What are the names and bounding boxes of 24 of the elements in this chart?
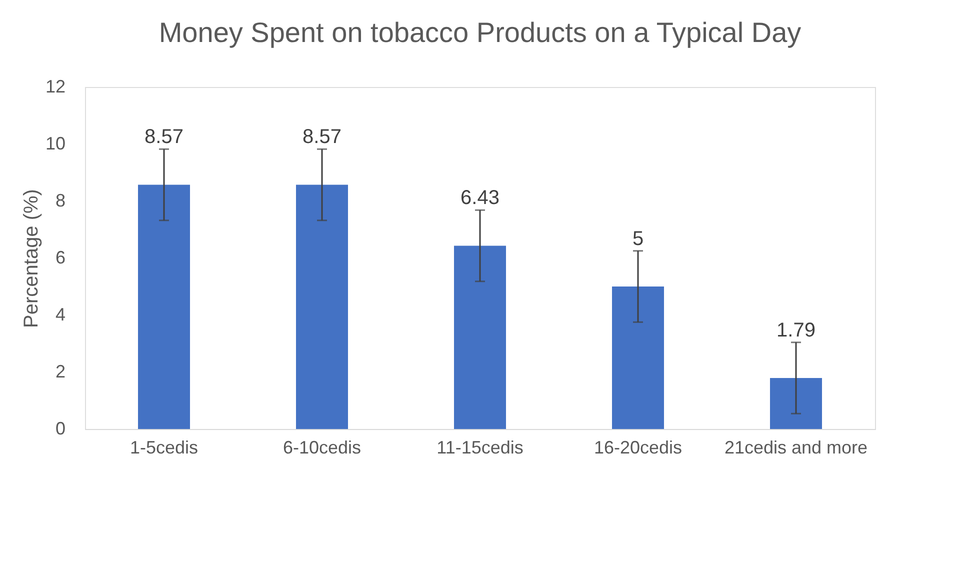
bar: [454, 246, 506, 429]
bar: [296, 184, 348, 429]
y-tick-label: 8: [55, 190, 66, 210]
x-tick-label: 1-5cedis: [130, 438, 198, 458]
data-label: 1.79: [776, 319, 816, 342]
chart-title: Money Spent on tobacco Products on a Typical Day: [158, 17, 802, 48]
y-tick-label: 4: [55, 304, 66, 324]
y-tick-label: 0: [55, 418, 66, 438]
bar: [770, 378, 822, 429]
data-label: 6.43: [460, 187, 500, 210]
y-tick-label: 12: [45, 76, 66, 96]
x-tick-label: 6-10cedis: [282, 438, 362, 458]
bar: [138, 184, 190, 429]
x-tick-label: 21cedis and more: [724, 438, 868, 458]
data-label: 5: [632, 228, 644, 250]
data-label: 8.57: [144, 126, 184, 148]
y-tick-label: 10: [45, 134, 66, 154]
y-axis-title: Percentage (%): [20, 189, 42, 328]
x-tick-label: 16-20cedis: [594, 438, 682, 458]
data-label: 8.57: [302, 126, 342, 148]
bar: [612, 286, 664, 429]
y-tick-label: 6: [55, 248, 66, 268]
y-tick-label: 2: [55, 362, 66, 382]
x-tick-label: 11-15cedis: [436, 438, 524, 458]
